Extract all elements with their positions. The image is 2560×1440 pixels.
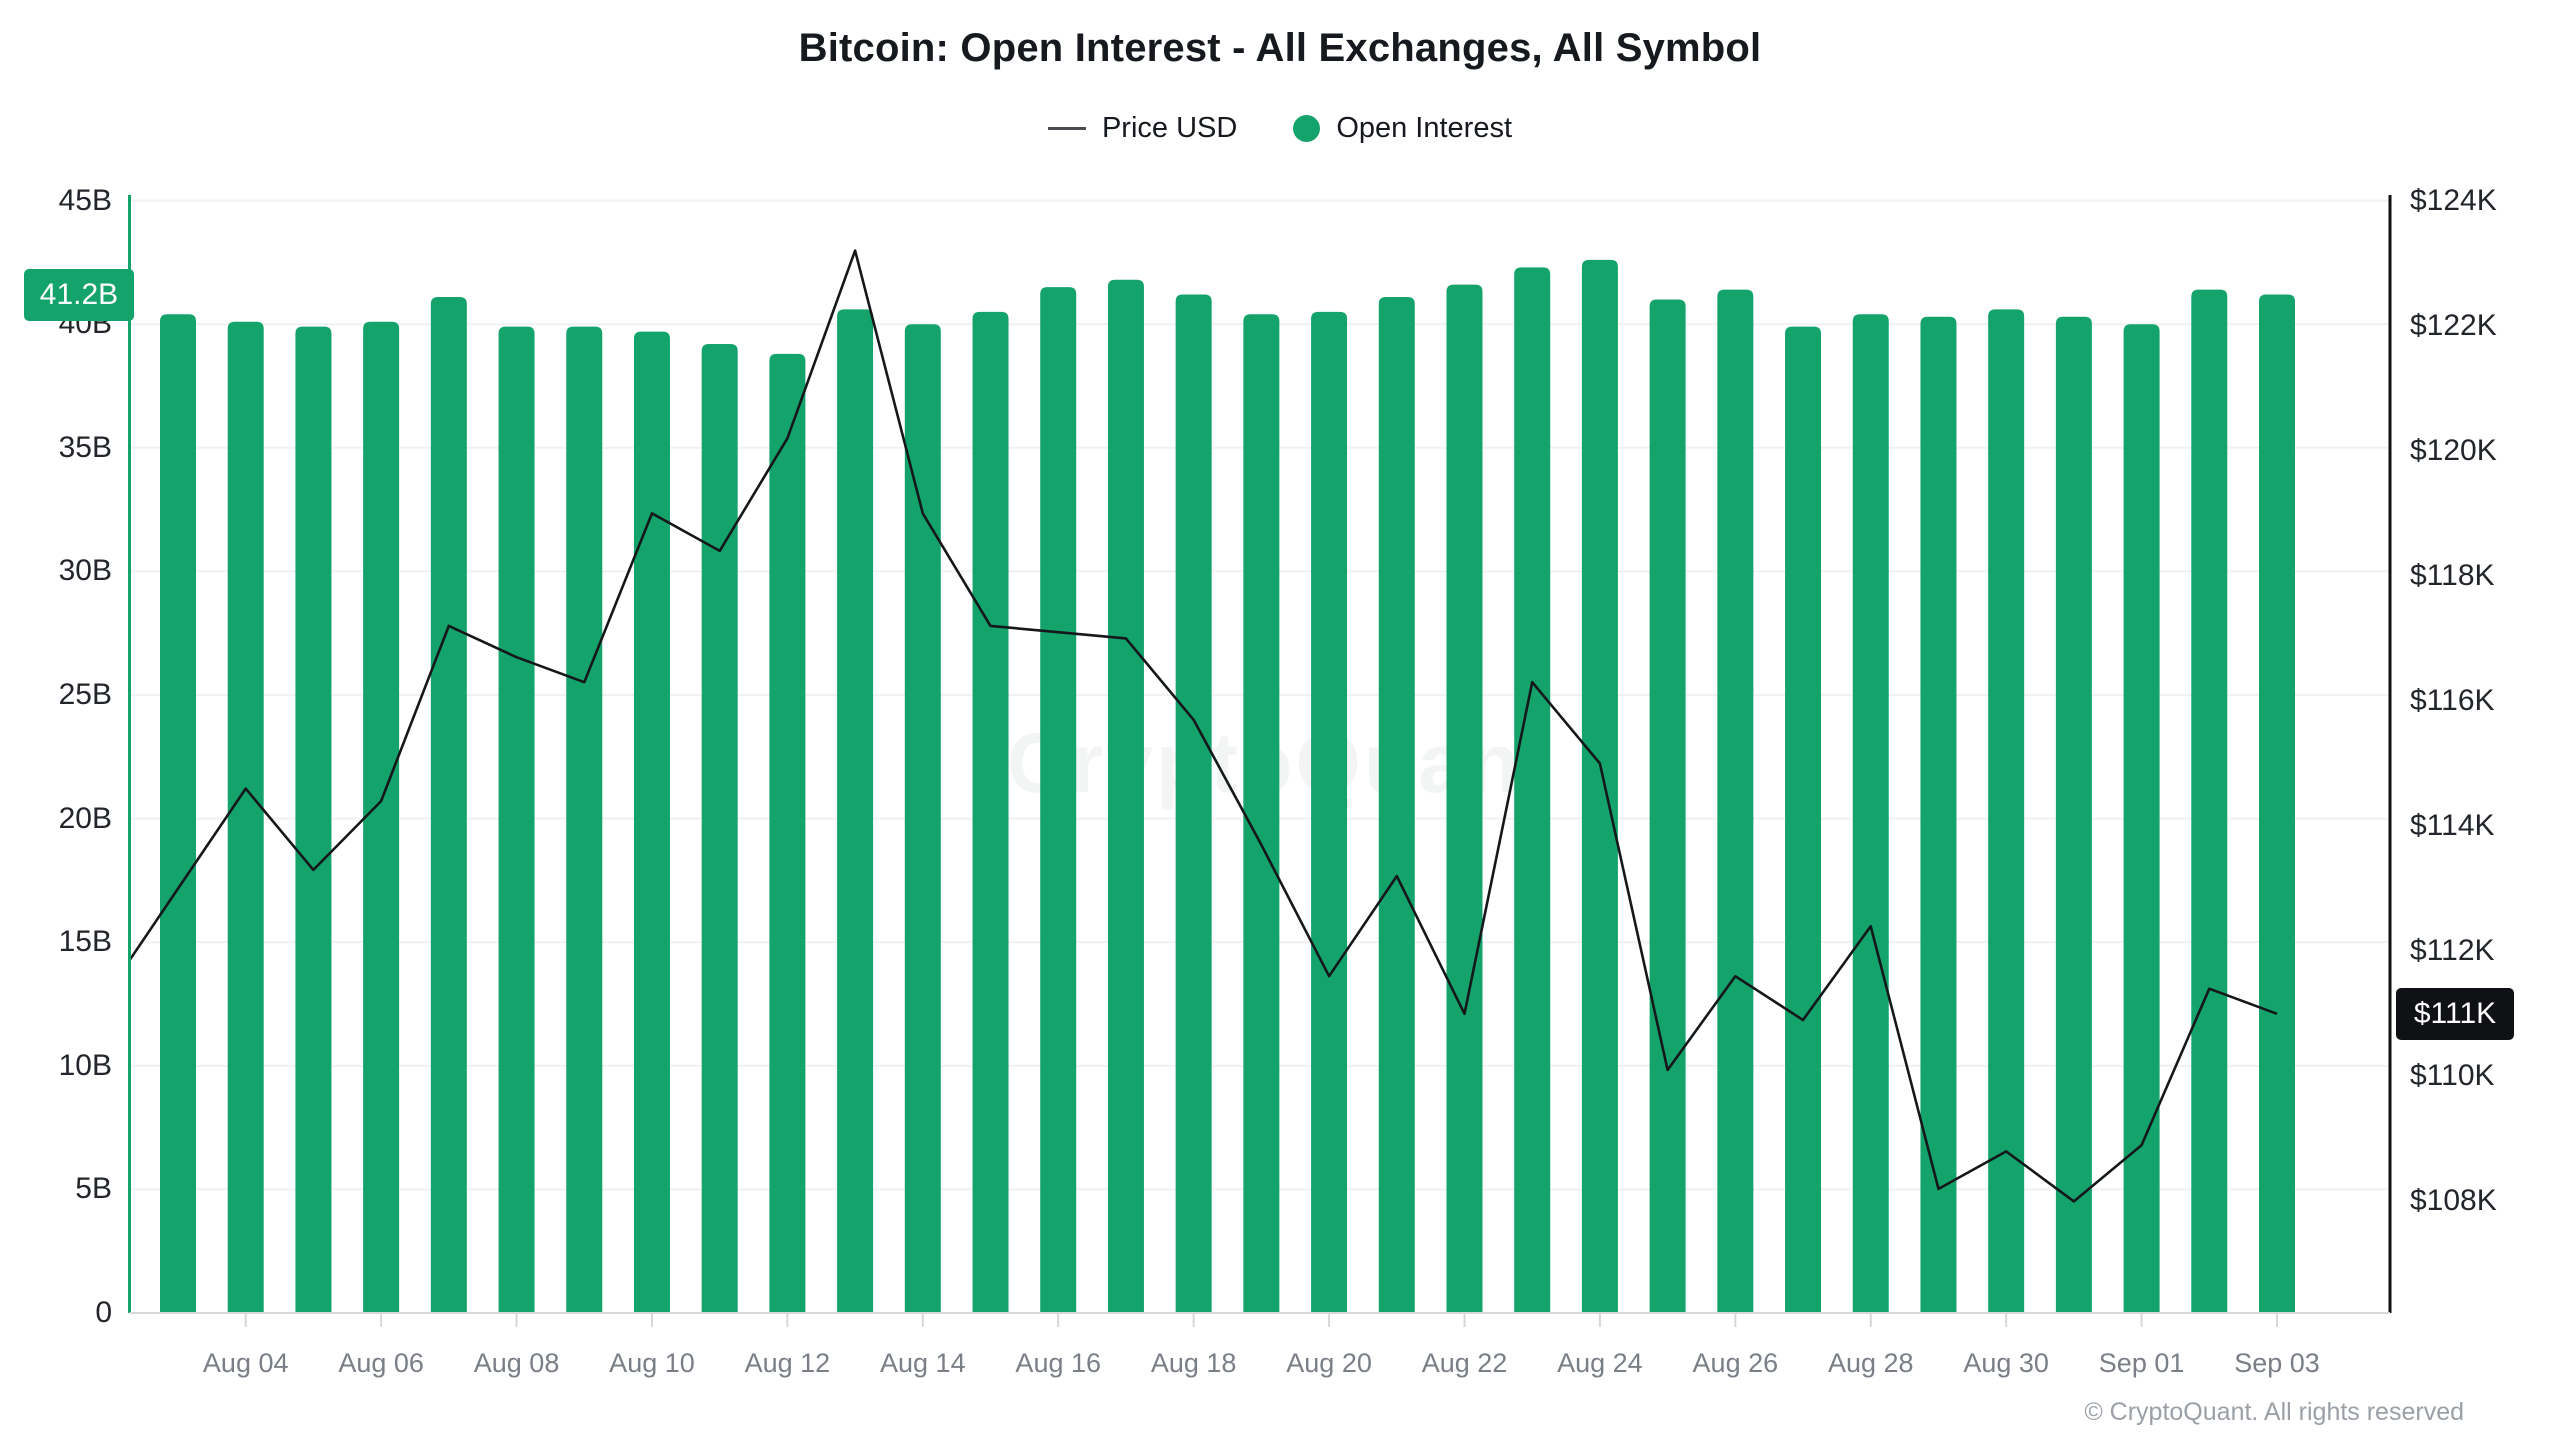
line-marker-icon [1047, 127, 1086, 130]
left-axis-label: 15B [58, 925, 112, 959]
right-axis-current-badge: $111K [2396, 987, 2514, 1040]
bar-aug-05 [295, 326, 332, 1313]
x-axis-label: Aug 10 [609, 1348, 695, 1378]
legend-label-price-usd: Price USD [1101, 112, 1238, 144]
left-axis-label: 10B [58, 1048, 112, 1082]
bar-aug-17 [1107, 279, 1144, 1314]
x-axis-label: Sep 01 [2098, 1348, 2185, 1378]
bar-aug-21 [1378, 297, 1415, 1313]
bar-aug-10 [633, 331, 670, 1314]
bar-sep-02 [2191, 289, 2228, 1313]
left-axis-label: 0 [95, 1296, 112, 1329]
x-axis-label: Aug 30 [1963, 1348, 2049, 1378]
x-axis-label: Aug 14 [880, 1348, 966, 1378]
bar-aug-29 [1920, 316, 1957, 1313]
bar-aug-12 [769, 353, 806, 1313]
bar-aug-16 [1040, 287, 1077, 1313]
left-axis-label: 5B [75, 1172, 112, 1206]
bar-sep-01 [2123, 324, 2160, 1313]
chart-title: Bitcoin: Open Interest - All Exchanges, … [798, 26, 1762, 70]
bar-aug-07 [430, 297, 467, 1313]
x-axis-label: Aug 24 [1557, 1348, 1643, 1378]
left-axis-current-badge: 41.2B [24, 268, 134, 321]
bar-aug-27 [1785, 326, 1822, 1313]
bar-aug-15 [972, 311, 1009, 1314]
bar-aug-13 [837, 309, 874, 1313]
right-axis-label: $108K [2410, 1184, 2497, 1218]
bar-aug-08 [498, 326, 535, 1313]
x-axis-label: Aug 08 [473, 1348, 560, 1378]
bar-aug-11 [701, 343, 738, 1313]
right-axis-label: $118K [2410, 558, 2495, 592]
x-axis-label: Aug 28 [1827, 1348, 1914, 1378]
x-axis-label: Aug 12 [744, 1348, 831, 1378]
x-axis-label: Aug 18 [1150, 1348, 1237, 1378]
right-axis-label: $124K [2410, 183, 2497, 217]
x-axis-label: Aug 20 [1286, 1348, 1372, 1378]
x-axis-label: Aug 04 [202, 1348, 289, 1378]
bar-aug-09 [566, 326, 603, 1313]
right-axis-label: $120K [2410, 433, 2497, 467]
bar-aug-18 [1175, 294, 1212, 1313]
x-axis-label: Aug 16 [1015, 1348, 1102, 1378]
bar-aug-03 [160, 314, 196, 1313]
bar-aug-31 [2055, 316, 2092, 1313]
bar-aug-30 [1988, 309, 2025, 1313]
bar-aug-04 [227, 321, 264, 1313]
right-axis-label: $112K [2410, 934, 2495, 968]
dot-marker-icon [1293, 115, 1321, 142]
left-axis-label: 30B [58, 554, 112, 588]
legend: Price USD Open Interest [0, 112, 2560, 145]
legend-item-price-usd[interactable]: Price USD [1047, 112, 1238, 145]
right-axis-label: $110K [2410, 1059, 2495, 1093]
right-axis-label: $122K [2410, 308, 2497, 342]
bar-aug-26 [1717, 289, 1754, 1313]
bar-sep-03 [2259, 294, 2296, 1313]
bar-aug-14 [904, 324, 941, 1313]
left-axis-label: 35B [58, 430, 112, 464]
copyright-text: © CryptoQuant. All rights reserved [2084, 1398, 2464, 1426]
right-axis-label: $116K [2410, 684, 2495, 717]
x-axis-label: Aug 06 [338, 1348, 424, 1378]
bar-aug-24 [1581, 259, 1618, 1314]
bar-aug-20 [1311, 311, 1348, 1314]
bar-aug-19 [1243, 314, 1280, 1313]
legend-label-open-interest: Open Interest [1336, 112, 1513, 144]
x-axis-label: Aug 22 [1421, 1348, 1508, 1378]
x-axis-label: Sep 03 [2234, 1348, 2320, 1378]
left-axis-label: 45B [58, 183, 112, 217]
bar-aug-22 [1446, 284, 1483, 1314]
bar-aug-28 [1852, 314, 1889, 1313]
left-axis-label: 20B [58, 801, 112, 835]
right-axis-label: $114K [2410, 809, 2495, 843]
bar-aug-25 [1649, 299, 1686, 1314]
legend-item-open-interest[interactable]: Open Interest [1293, 112, 1512, 145]
bar-aug-06 [363, 321, 400, 1313]
bar-aug-23 [1514, 267, 1551, 1313]
price-line [128, 249, 2278, 1203]
x-axis-label: Aug 26 [1692, 1348, 1779, 1378]
left-axis-label: 25B [58, 678, 112, 711]
